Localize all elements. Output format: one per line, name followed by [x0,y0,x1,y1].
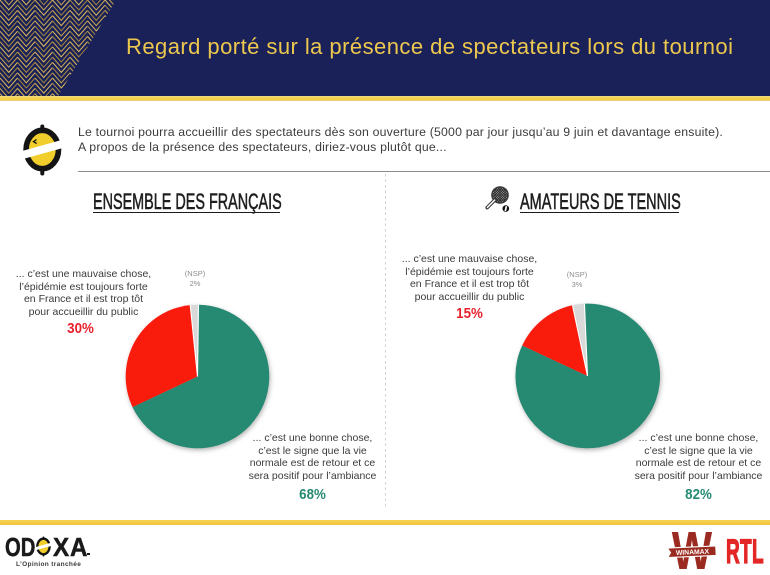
svg-text:WINAMAX: WINAMAX [676,549,710,557]
